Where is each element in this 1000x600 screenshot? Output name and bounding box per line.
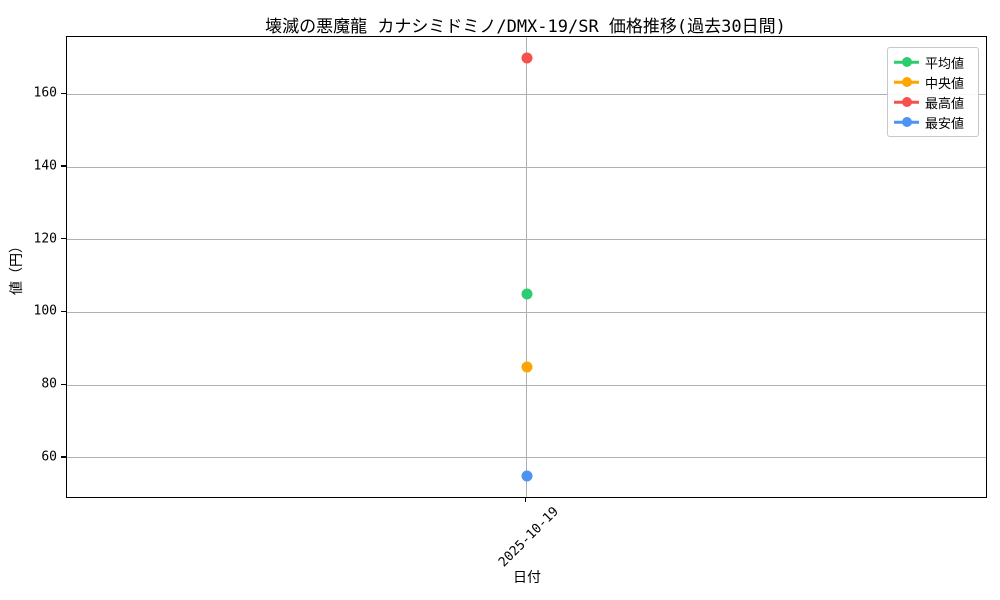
y-tick-mark	[61, 92, 66, 94]
legend-marker-icon	[894, 97, 919, 107]
y-tick-label: 100	[33, 303, 57, 319]
legend-dot	[901, 77, 912, 87]
legend-marker-icon	[894, 117, 919, 127]
legend-item-highest: 最高値	[894, 92, 972, 112]
y-tick-mark	[61, 165, 66, 167]
legend-item-median: 中央値	[894, 72, 972, 92]
y-tick-label: 140	[33, 158, 57, 174]
y-tick-mark	[61, 456, 66, 458]
legend-label: 最安値	[925, 116, 965, 132]
legend-label: 平均値	[925, 56, 965, 72]
marker-average	[521, 288, 532, 300]
chart-title: 壊滅の悪魔龍 カナシミドミノ/DMX-19/SR 価格推移(過去30日間)	[265, 17, 786, 37]
y-tick-mark	[61, 310, 66, 313]
x-tick-label-date: 2025-10-19	[495, 504, 562, 571]
y-tick-label: 80	[41, 376, 57, 392]
plot-area	[66, 36, 987, 498]
y-tick-label: 60	[41, 449, 57, 465]
marker-highest	[521, 52, 532, 64]
y-axis-label: 値（円）	[9, 239, 25, 295]
legend-marker-icon	[894, 77, 919, 87]
y-tick-mark	[61, 383, 66, 385]
legend-item-lowest: 最安値	[894, 112, 972, 132]
legend-dot	[901, 97, 912, 107]
legend-marker-icon	[894, 57, 919, 67]
gridline-vertical	[526, 37, 527, 497]
x-tick-mark	[524, 497, 527, 502]
y-tick-label: 120	[33, 231, 57, 247]
legend: 平均値中央値最高値最安値	[887, 47, 979, 137]
marker-median	[521, 361, 532, 373]
legend-dot	[901, 117, 912, 127]
legend-dot	[901, 57, 912, 67]
y-tick-mark	[61, 238, 66, 240]
legend-label: 中央値	[925, 76, 965, 92]
x-axis-label: 日付	[513, 570, 541, 586]
marker-lowest	[521, 470, 532, 482]
legend-item-average: 平均値	[894, 52, 972, 72]
legend-label: 最高値	[925, 96, 965, 112]
y-tick-label: 160	[33, 85, 57, 101]
